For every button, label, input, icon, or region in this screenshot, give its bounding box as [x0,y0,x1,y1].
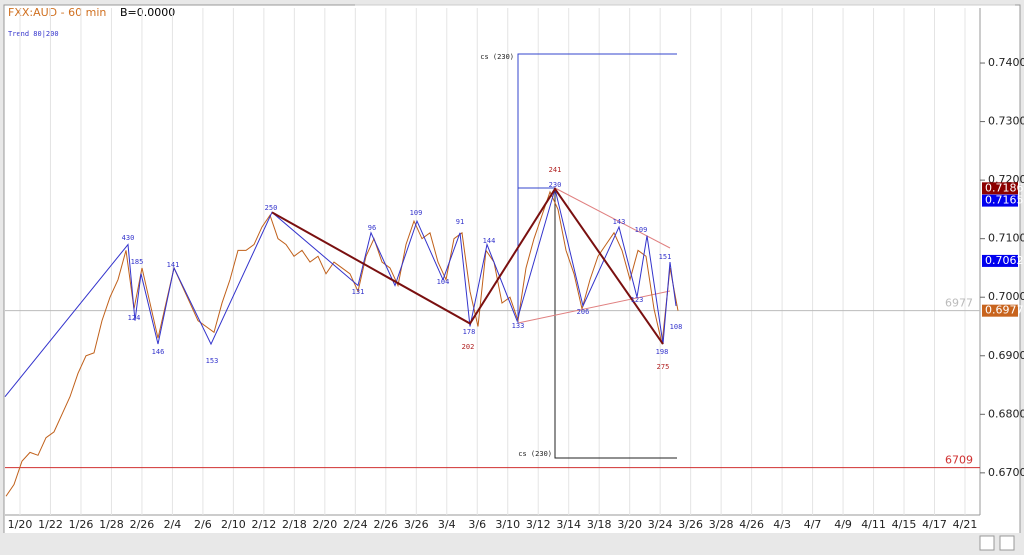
pivot-label: 123 [631,296,644,304]
pivot-label: 141 [167,261,180,269]
x-tick-label: 2/4 [164,518,182,531]
pivot-label: 109 [635,226,648,234]
price-box [982,304,1018,317]
pivot-label: 153 [206,357,219,365]
x-tick-label: 4/26 [739,518,764,531]
y-tick-label: 0.7400 [988,56,1024,69]
pivot-label: 143 [613,218,626,226]
chart-subtitle: B=0.0000 [120,6,175,19]
channel-line [517,290,671,324]
x-tick-label: 3/4 [438,518,456,531]
pivot-label: 146 [152,348,165,356]
x-tick-label: 1/20 [8,518,33,531]
x-tick-label: 4/11 [861,518,886,531]
pivot-label: 124 [128,314,141,322]
cycle-bracket [554,188,677,459]
pivot-label: 104 [437,278,450,286]
pivot-label: 185 [131,258,144,266]
x-tick-label: 2/18 [282,518,307,531]
y-tick-label: 0.7000 [988,290,1024,303]
cycle-bracket [517,53,677,188]
channel-line [554,187,671,249]
x-tick-label: 3/26 [404,518,429,531]
x-tick-label: 1/26 [69,518,94,531]
pivot-label: 206 [577,308,590,316]
x-tick-label: 3/28 [709,518,734,531]
y-tick-label: 0.6800 [988,407,1024,420]
scroll-bar [0,533,1024,555]
indicator-label: Trend 80|200 [8,30,59,38]
chart-title: FXX:AUD - 60 min [8,6,106,19]
x-tick-label: 1/22 [38,518,63,531]
price-label: 0.7186 [985,181,1024,194]
pivot-label: 178 [463,328,476,336]
x-tick-label: 3/6 [468,518,486,531]
x-tick-label: 4/7 [804,518,822,531]
x-tick-label: 2/12 [252,518,277,531]
x-tick-label: 4/15 [892,518,917,531]
pivot-label: 144 [483,237,496,245]
x-tick-label: 2/10 [221,518,246,531]
price-box [982,254,1018,267]
level-label: 6709 [945,454,973,467]
x-tick-label: 2/26 [130,518,155,531]
zoom-button[interactable] [999,535,1015,551]
pivot-label: 151 [659,253,672,261]
x-tick-label: 3/24 [648,518,673,531]
cycle-label: cs (230) [518,450,552,458]
x-tick-label: 3/12 [526,518,551,531]
x-tick-label: 2/6 [194,518,212,531]
y-tick-label: 0.6700 [988,466,1024,479]
pivot-label: 108 [670,323,683,331]
level-label: 6977 [945,297,973,310]
x-tick-label: 2/26 [373,518,398,531]
x-tick-label: 4/17 [922,518,947,531]
price-box [982,194,1018,207]
price-label: 0.7062 [985,254,1024,267]
x-tick-label: 4/3 [773,518,791,531]
y-tick-label: 0.7300 [988,115,1024,128]
series-line [271,187,664,345]
pivot-label: 241 [549,166,562,174]
x-tick-label: 4/21 [953,518,978,531]
pivot-label: 133 [512,322,525,330]
price-label: 0.6977 [985,304,1024,317]
pivot-label: 131 [352,288,365,296]
x-tick-label: 2/20 [312,518,337,531]
x-tick-label: 4/9 [834,518,852,531]
price-box [982,182,1018,195]
pivot-label: 109 [410,209,423,217]
y-tick-label: 0.7100 [988,232,1024,245]
pivot-label: 198 [656,348,669,356]
x-tick-label: 3/18 [587,518,612,531]
pivot-label: 430 [122,234,135,242]
series-line [4,186,677,398]
price-label: 0.7165 [985,194,1024,207]
pivot-label: 96 [368,224,376,232]
cycle-label: cs (230) [480,53,514,61]
pivot-label: 250 [265,204,278,212]
y-tick-label: 0.6900 [988,349,1024,362]
x-tick-label: 3/14 [556,518,581,531]
pivot-label: 230 [549,181,562,189]
pivot-label: 275 [657,363,670,371]
series-line [5,190,679,497]
x-tick-label: 2/24 [343,518,368,531]
x-tick-label: 1/28 [99,518,124,531]
x-tick-label: 3/20 [617,518,642,531]
pivot-label: 202 [462,343,475,351]
zoom-button[interactable] [979,535,995,551]
x-tick-label: 3/10 [495,518,520,531]
x-tick-label: 3/26 [678,518,703,531]
pivot-label: 91 [456,218,464,226]
chart-panel [3,4,1021,551]
